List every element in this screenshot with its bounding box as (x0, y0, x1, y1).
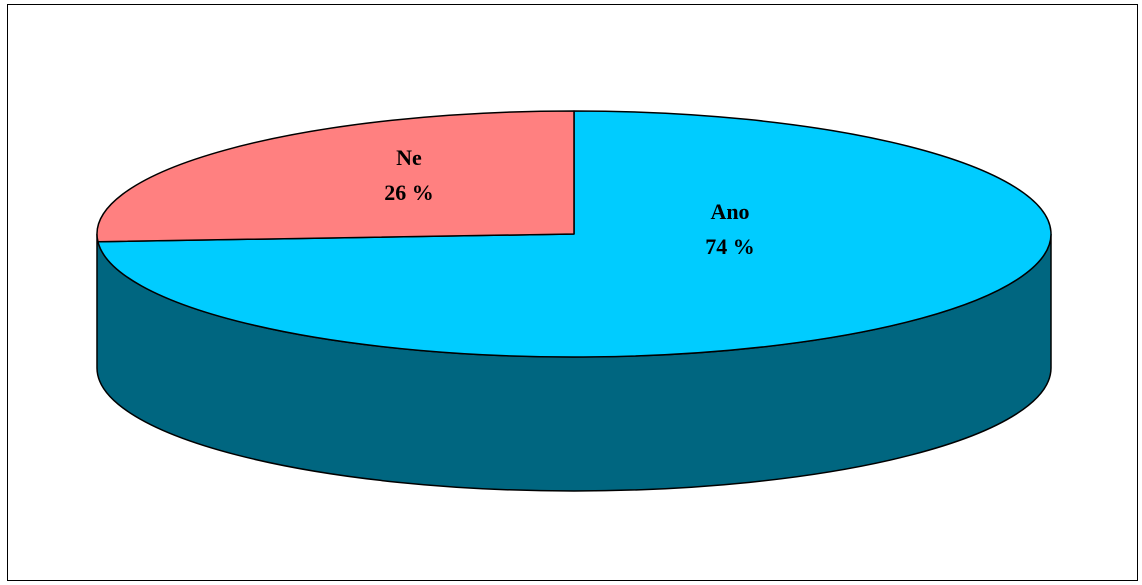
pie-slice-ne (96, 110, 575, 243)
pie-label-group: Ano 74 % Ne 26 % (384, 145, 755, 259)
slice-label-ano-name: Ano (710, 199, 749, 224)
slice-label-ne-value: 26 % (384, 180, 434, 205)
pie-top-group (96, 110, 1052, 358)
slice-label-ne-name: Ne (396, 145, 422, 170)
slice-label-ano-value: 74 % (705, 234, 755, 259)
